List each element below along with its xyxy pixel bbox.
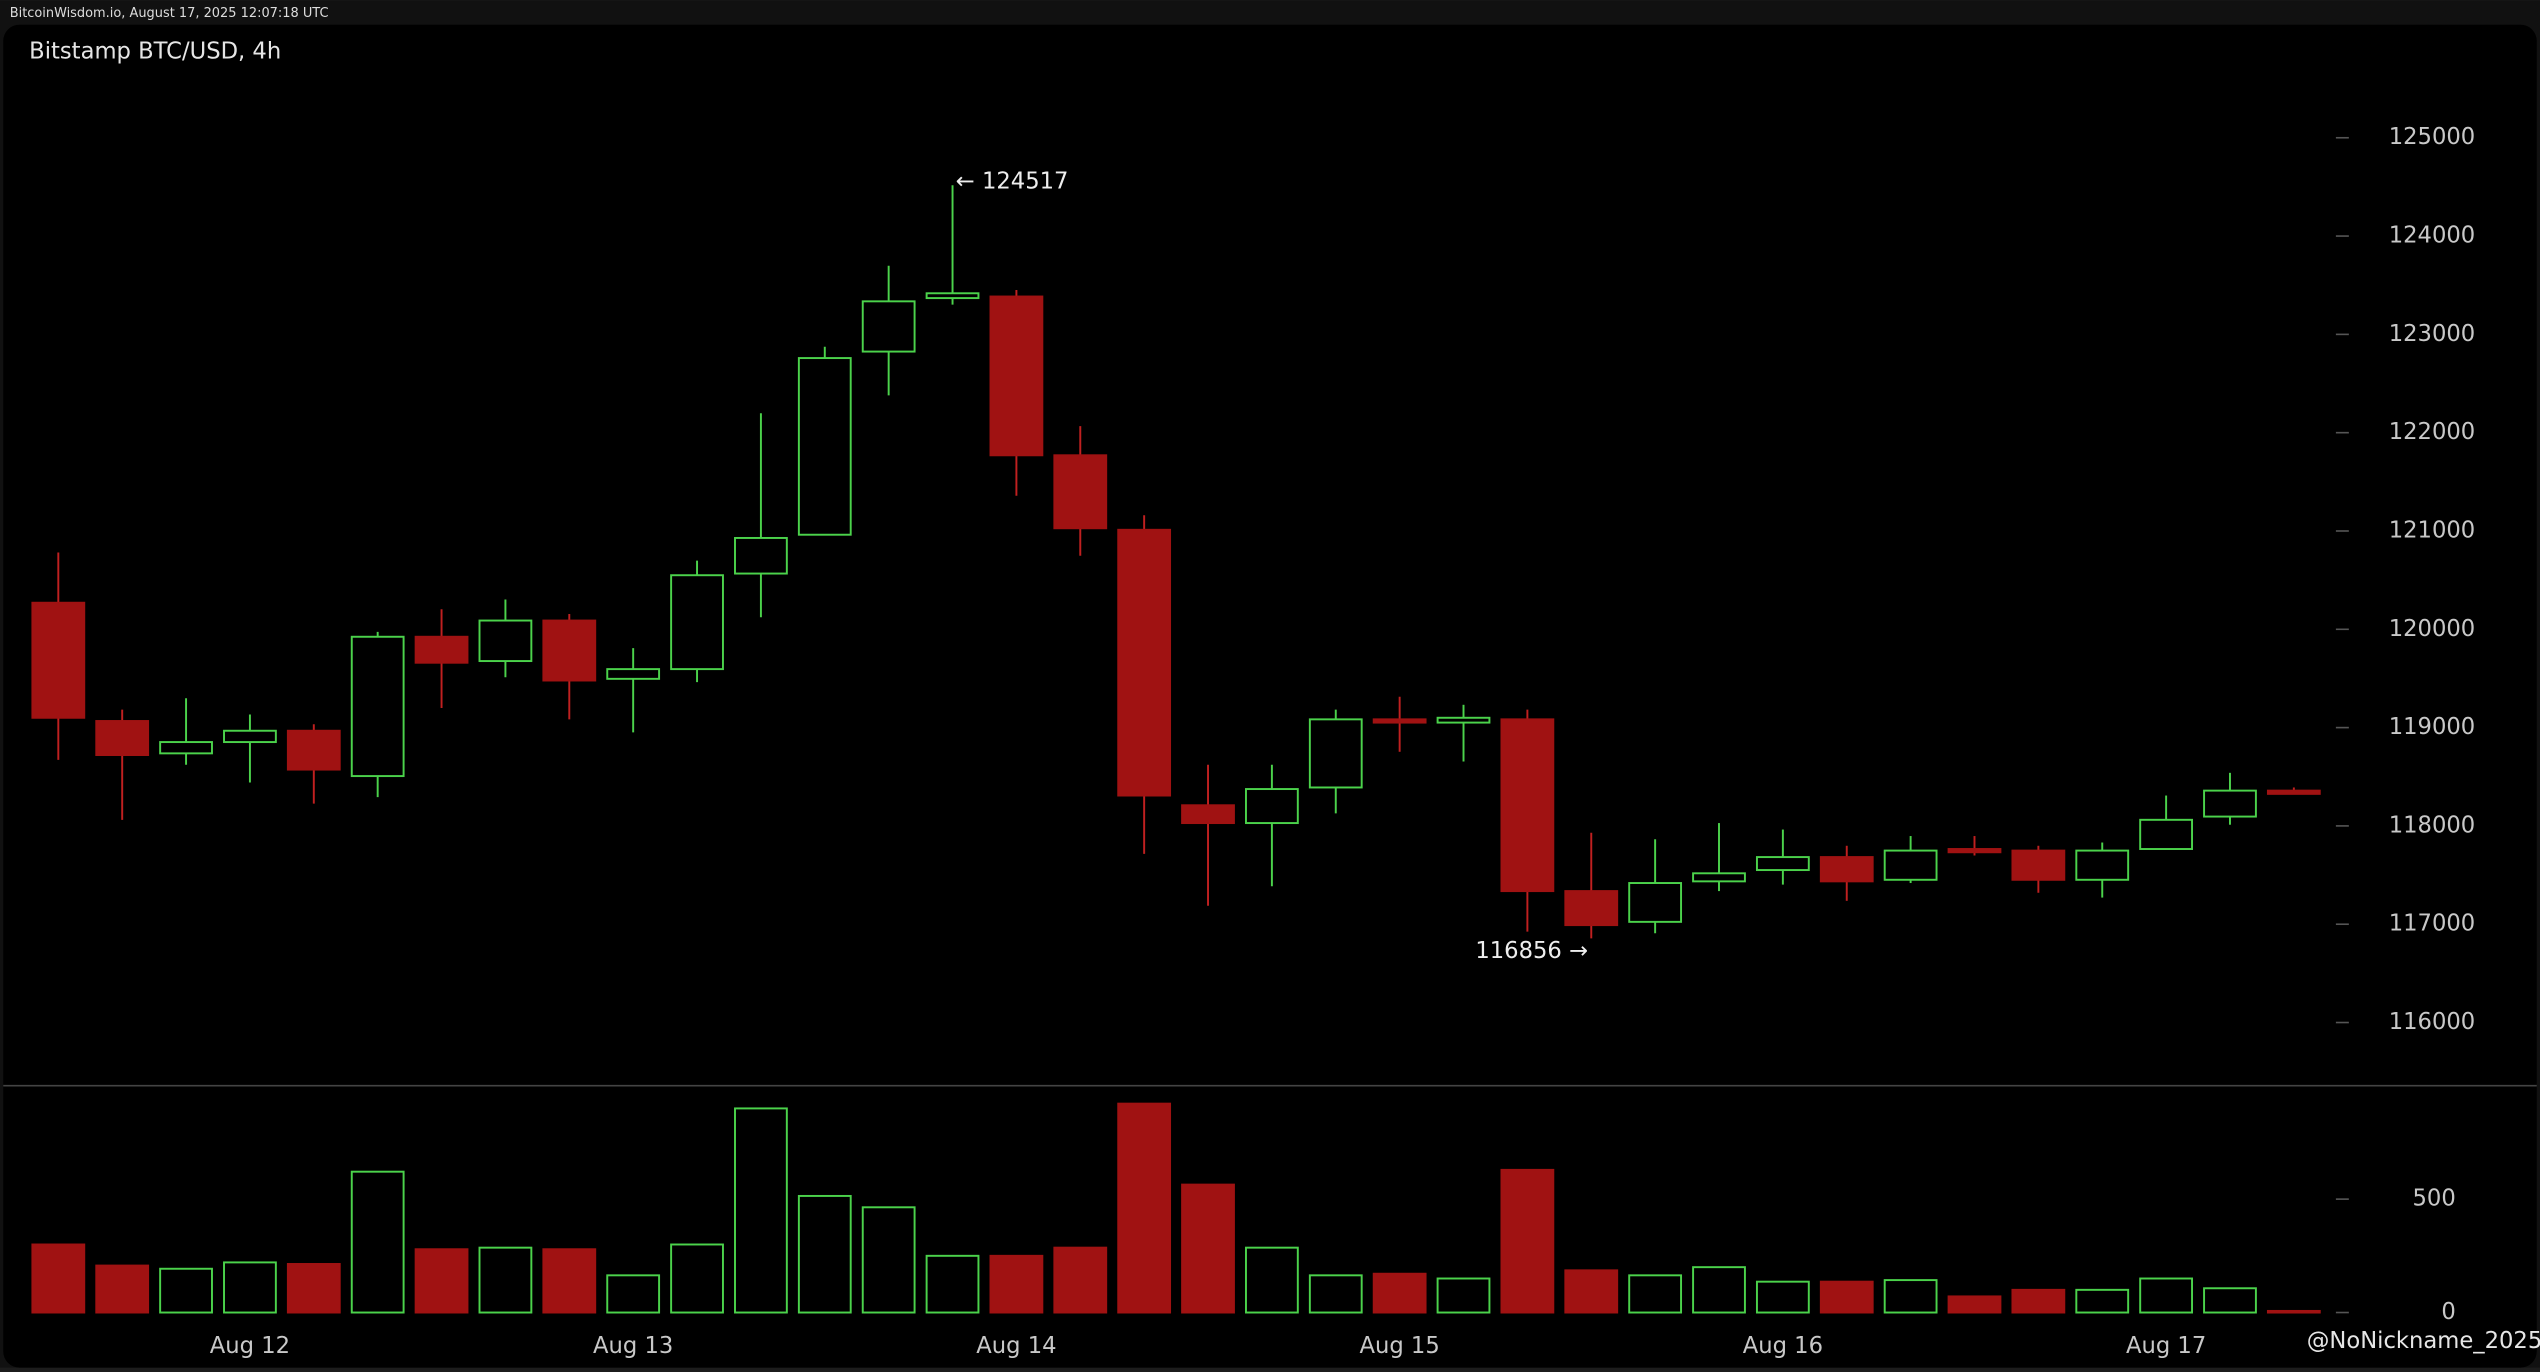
- volume-bar: [1053, 1246, 1108, 1314]
- candle-body: [861, 300, 916, 353]
- x-tick-label: Aug 17: [2126, 1333, 2206, 1359]
- y-tick-label: 124000: [2389, 223, 2476, 249]
- candle-body: [1819, 856, 1874, 883]
- volume-bar: [861, 1206, 916, 1314]
- y-tick-label: 0: [2441, 1299, 2455, 1325]
- volume-bar: [159, 1267, 213, 1314]
- volume-bar: [1245, 1246, 1299, 1314]
- candle-body: [1053, 454, 1108, 530]
- candle-body: [1628, 882, 1683, 923]
- volume-bar: [1692, 1266, 1746, 1314]
- y-tick-label: 122000: [2389, 419, 2476, 445]
- candle-body: [1308, 718, 1363, 789]
- volume-bar: [2266, 1309, 2321, 1314]
- candle-body: [1947, 848, 2002, 854]
- x-tick-label: Aug 13: [593, 1333, 673, 1359]
- volume-bar: [606, 1274, 661, 1314]
- candle-body: [925, 292, 980, 300]
- candle-body: [1564, 890, 1619, 927]
- volume-bar: [223, 1261, 277, 1314]
- volume-bar: [1628, 1274, 1683, 1314]
- candle-body: [159, 741, 213, 755]
- candle-body: [670, 574, 724, 671]
- volume-bar: [734, 1107, 788, 1314]
- y-tick-label: 500: [2413, 1186, 2456, 1212]
- volume-bar: [925, 1254, 980, 1314]
- y-tick-label: 125000: [2389, 124, 2476, 150]
- volume-bar: [2203, 1287, 2257, 1314]
- volume-bar: [2075, 1288, 2130, 1314]
- volume-bar: [1883, 1279, 1938, 1314]
- header: BitcoinWisdom.io, August 17, 2025 12:07:…: [10, 6, 329, 21]
- candle-body: [31, 601, 86, 719]
- candle-body: [1755, 856, 1810, 872]
- volume-bar: [95, 1264, 150, 1314]
- candle-body: [2011, 849, 2066, 881]
- volume-bar: [542, 1248, 597, 1314]
- y-tick-label: 121000: [2389, 517, 2476, 543]
- x-tick-label: Aug 12: [210, 1333, 290, 1359]
- volume-bar: [670, 1243, 724, 1314]
- candle-body: [2266, 789, 2321, 795]
- volume-bar: [1564, 1269, 1619, 1314]
- volume-bar: [478, 1246, 533, 1314]
- candle-body: [478, 619, 533, 663]
- candle-body: [1692, 872, 1746, 883]
- candle-body: [95, 720, 150, 757]
- candle-body: [1883, 849, 1938, 881]
- volume-bar: [1372, 1272, 1427, 1314]
- y-tick-label: 117000: [2389, 911, 2476, 937]
- panel: [3, 24, 2537, 1368]
- volume-bar: [1436, 1277, 1491, 1314]
- candle-body: [1181, 804, 1235, 825]
- volume-bar: [2011, 1288, 2066, 1314]
- volume-bar: [1500, 1168, 1555, 1314]
- candle-body: [542, 619, 597, 682]
- volume-bar: [31, 1243, 86, 1314]
- volume-bar: [1181, 1183, 1235, 1314]
- candle-body: [414, 635, 469, 664]
- candle-body: [1500, 718, 1555, 893]
- chart-title: Bitstamp BTC/USD, 4h: [29, 39, 281, 65]
- volume-bar: [414, 1248, 469, 1314]
- volume-bar: [2139, 1277, 2194, 1314]
- volume-bar: [989, 1254, 1044, 1314]
- x-tick-label: Aug 14: [976, 1333, 1056, 1359]
- volume-bar: [286, 1263, 341, 1314]
- candle-body: [1117, 528, 1172, 797]
- volume-bar: [797, 1194, 852, 1314]
- candle-body: [2139, 818, 2194, 850]
- candle-body: [286, 729, 341, 771]
- y-tick-label: 119000: [2389, 714, 2476, 740]
- candle-body: [2075, 849, 2130, 881]
- candle-body: [1372, 718, 1427, 724]
- y-tick-label: 116000: [2389, 1009, 2476, 1035]
- volume-bar: [1947, 1295, 2002, 1314]
- candle-body: [2203, 789, 2257, 818]
- volume-bar: [1755, 1280, 1810, 1314]
- candle-body: [734, 536, 788, 575]
- candle-body: [989, 295, 1044, 457]
- volume-bar: [350, 1170, 405, 1314]
- low-label: 116856 →: [1475, 938, 1588, 964]
- y-tick-label: 123000: [2389, 321, 2476, 347]
- x-tick-label: Aug 15: [1360, 1333, 1440, 1359]
- high-label: ← 124517: [956, 168, 1069, 194]
- volume-bar: [1117, 1102, 1172, 1314]
- candle-body: [797, 357, 852, 536]
- y-tick-label: 118000: [2389, 812, 2476, 838]
- candle-body: [606, 668, 661, 680]
- volume-bar: [1308, 1274, 1363, 1314]
- y-tick-label: 120000: [2389, 616, 2476, 642]
- candle-body: [1245, 788, 1299, 825]
- candle-body: [223, 729, 277, 744]
- x-tick-label: Aug 16: [1743, 1333, 1823, 1359]
- candle-body: [1436, 716, 1491, 724]
- watermark: @NoNickname_2025: [2307, 1328, 2540, 1354]
- candle-body: [350, 635, 405, 778]
- volume-bar: [1819, 1280, 1874, 1314]
